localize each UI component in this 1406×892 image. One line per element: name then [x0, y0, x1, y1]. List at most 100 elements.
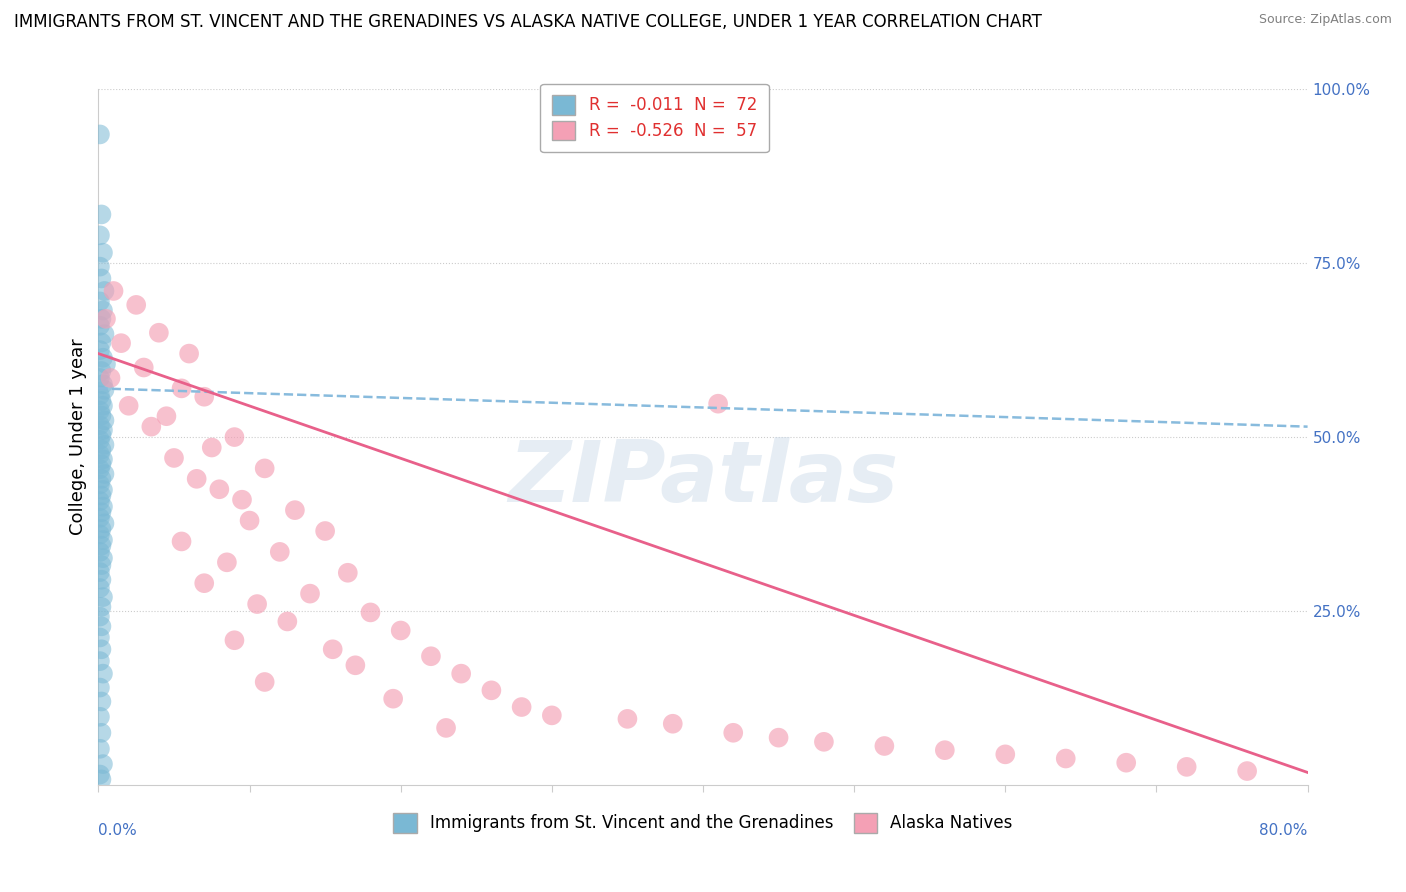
Point — [91, 666, 114, 681]
Point — [201, 441, 224, 455]
Point — [89, 767, 111, 781]
Point — [344, 658, 367, 673]
Point — [91, 399, 114, 413]
Point — [389, 624, 412, 638]
Point — [170, 381, 193, 395]
Point — [89, 681, 111, 695]
Point — [269, 545, 291, 559]
Point — [91, 245, 114, 260]
Point — [193, 390, 215, 404]
Point — [1054, 751, 1077, 765]
Point — [148, 326, 170, 340]
Point — [91, 377, 114, 392]
Point — [231, 492, 253, 507]
Point — [434, 721, 457, 735]
Point — [1115, 756, 1137, 770]
Point — [89, 294, 111, 309]
Point — [93, 284, 115, 298]
Point — [813, 735, 835, 749]
Point — [141, 419, 163, 434]
Point — [276, 615, 298, 629]
Point — [246, 597, 269, 611]
Point — [110, 336, 132, 351]
Point — [420, 649, 443, 664]
Point — [94, 357, 117, 371]
Point — [90, 311, 112, 326]
Point — [93, 413, 115, 427]
Point — [89, 371, 111, 385]
Point — [90, 409, 112, 423]
Point — [170, 534, 193, 549]
Point — [93, 467, 115, 481]
Point — [224, 430, 246, 444]
Point — [239, 514, 262, 528]
Point — [510, 700, 533, 714]
Y-axis label: College, Under 1 year: College, Under 1 year — [69, 339, 87, 535]
Point — [224, 633, 246, 648]
Point — [90, 271, 112, 285]
Point — [481, 683, 503, 698]
Point — [91, 423, 114, 437]
Point — [89, 494, 111, 508]
Point — [89, 403, 111, 417]
Point — [89, 260, 111, 274]
Point — [89, 565, 111, 579]
Point — [284, 503, 307, 517]
Point — [314, 524, 336, 538]
Point — [93, 438, 115, 452]
Point — [89, 228, 111, 243]
Point — [215, 555, 238, 569]
Point — [91, 303, 114, 318]
Point — [336, 566, 359, 580]
Point — [91, 590, 114, 604]
Point — [90, 442, 112, 457]
Point — [360, 606, 382, 620]
Point — [540, 708, 562, 723]
Text: Source: ZipAtlas.com: Source: ZipAtlas.com — [1258, 13, 1392, 27]
Point — [186, 472, 208, 486]
Point — [90, 522, 112, 536]
Point — [89, 654, 111, 668]
Point — [90, 694, 112, 708]
Point — [89, 741, 111, 756]
Point — [994, 747, 1017, 762]
Point — [89, 433, 111, 447]
Point — [450, 666, 472, 681]
Point — [91, 500, 114, 514]
Point — [89, 631, 111, 645]
Point — [90, 619, 112, 633]
Point — [179, 346, 201, 360]
Text: IMMIGRANTS FROM ST. VINCENT AND THE GRENADINES VS ALASKA NATIVE COLLEGE, UNDER 1: IMMIGRANTS FROM ST. VINCENT AND THE GREN… — [14, 13, 1042, 31]
Point — [91, 483, 114, 497]
Point — [93, 327, 115, 342]
Legend: Immigrants from St. Vincent and the Grenadines, Alaska Natives: Immigrants from St. Vincent and the Gren… — [387, 806, 1019, 839]
Point — [90, 207, 112, 221]
Point — [90, 457, 112, 471]
Point — [89, 477, 111, 491]
Point — [90, 472, 112, 486]
Point — [90, 428, 112, 442]
Point — [89, 510, 111, 524]
Point — [91, 533, 114, 547]
Point — [253, 461, 276, 475]
Point — [382, 691, 405, 706]
Point — [90, 335, 112, 350]
Point — [90, 642, 112, 657]
Point — [90, 726, 112, 740]
Point — [89, 462, 111, 476]
Point — [89, 581, 111, 595]
Point — [91, 551, 114, 566]
Point — [873, 739, 896, 753]
Point — [768, 731, 790, 745]
Point — [90, 573, 112, 587]
Point — [91, 351, 114, 365]
Point — [94, 311, 117, 326]
Point — [100, 371, 122, 385]
Point — [89, 609, 111, 624]
Point — [193, 576, 215, 591]
Point — [163, 450, 186, 465]
Point — [1175, 760, 1198, 774]
Point — [89, 527, 111, 541]
Point — [89, 545, 111, 559]
Point — [322, 642, 344, 657]
